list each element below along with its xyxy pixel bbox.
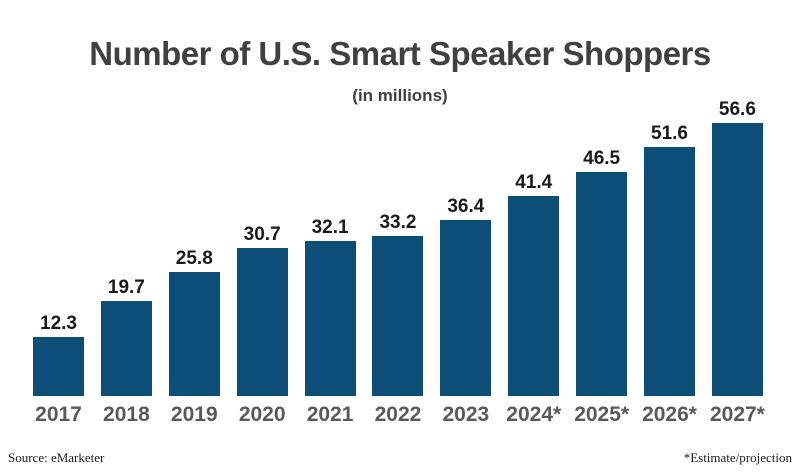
- bar-value-label: 12.3: [40, 312, 77, 334]
- bar-value-label: 36.4: [447, 196, 485, 218]
- bar: [33, 336, 84, 396]
- x-axis-tick-label: 2024*: [506, 402, 562, 426]
- bar: [100, 301, 152, 396]
- bar-value-label: 30.7: [243, 223, 281, 245]
- bar-value-label: 33.2: [379, 211, 417, 233]
- bar-value-label: 25.8: [175, 247, 213, 269]
- chart-subtitle: (in millions): [352, 86, 448, 106]
- bar: [711, 123, 763, 396]
- bar-value-label: 51.6: [651, 123, 688, 145]
- bar-value-label: 46.5: [583, 147, 621, 169]
- bar-group: 32.1 2021: [304, 217, 356, 428]
- bar: [508, 196, 560, 396]
- chart-header: Number of U.S. Smart Speaker Shoppers (i…: [0, 35, 800, 106]
- x-axis-tick-label: 2017: [35, 402, 82, 426]
- x-axis-tick-label: 2018: [103, 402, 150, 426]
- bar-group: 25.8 2019: [168, 247, 220, 428]
- bar-value-label: 19.7: [107, 277, 145, 298]
- bar: [304, 241, 356, 396]
- bar-group: 51.6 2026*: [642, 123, 697, 428]
- bar-group: 19.7 2018: [100, 277, 152, 428]
- bar-group: 56.6 2027*: [709, 99, 765, 428]
- chart-title: Number of U.S. Smart Speaker Shoppers: [89, 35, 711, 72]
- x-axis-tick-label: 2019: [170, 402, 218, 426]
- bar: [168, 271, 220, 396]
- bar-value-label: 41.4: [515, 172, 553, 194]
- bar-group: 46.5 2025*: [574, 147, 630, 428]
- bar: [644, 147, 696, 396]
- bar-group: 33.2 2022: [372, 211, 424, 428]
- bar: [576, 171, 628, 396]
- bar-value-label: 56.6: [718, 99, 756, 120]
- bar-value-label: 32.1: [311, 217, 349, 239]
- estimate-footnote: *Estimate/projection: [683, 450, 792, 465]
- x-axis-tick-label: 2022: [374, 402, 422, 426]
- x-axis-tick-label: 2027*: [709, 402, 765, 426]
- bar: [372, 235, 424, 396]
- bar-chart-plot-area: 12.3 2017 19.7 2018 25.8 2019 30.7 2020 32.1 2021…: [33, 99, 765, 428]
- bar: [440, 220, 492, 396]
- bar: [236, 247, 288, 396]
- x-axis-tick-label: 2026*: [642, 402, 697, 426]
- x-axis-tick-label: 2021: [306, 402, 354, 426]
- source-note: Source: eMarketer: [8, 450, 105, 465]
- bar-group: 30.7 2020: [236, 223, 288, 428]
- bar-group: 41.4 2024*: [506, 172, 562, 428]
- x-axis-tick-label: 2020: [238, 402, 286, 426]
- x-axis-tick-label: 2025*: [574, 402, 630, 426]
- bar-group: 12.3 2017: [33, 314, 84, 428]
- bar-group: 36.4 2023: [440, 196, 492, 428]
- x-axis-tick-label: 2023: [442, 402, 490, 426]
